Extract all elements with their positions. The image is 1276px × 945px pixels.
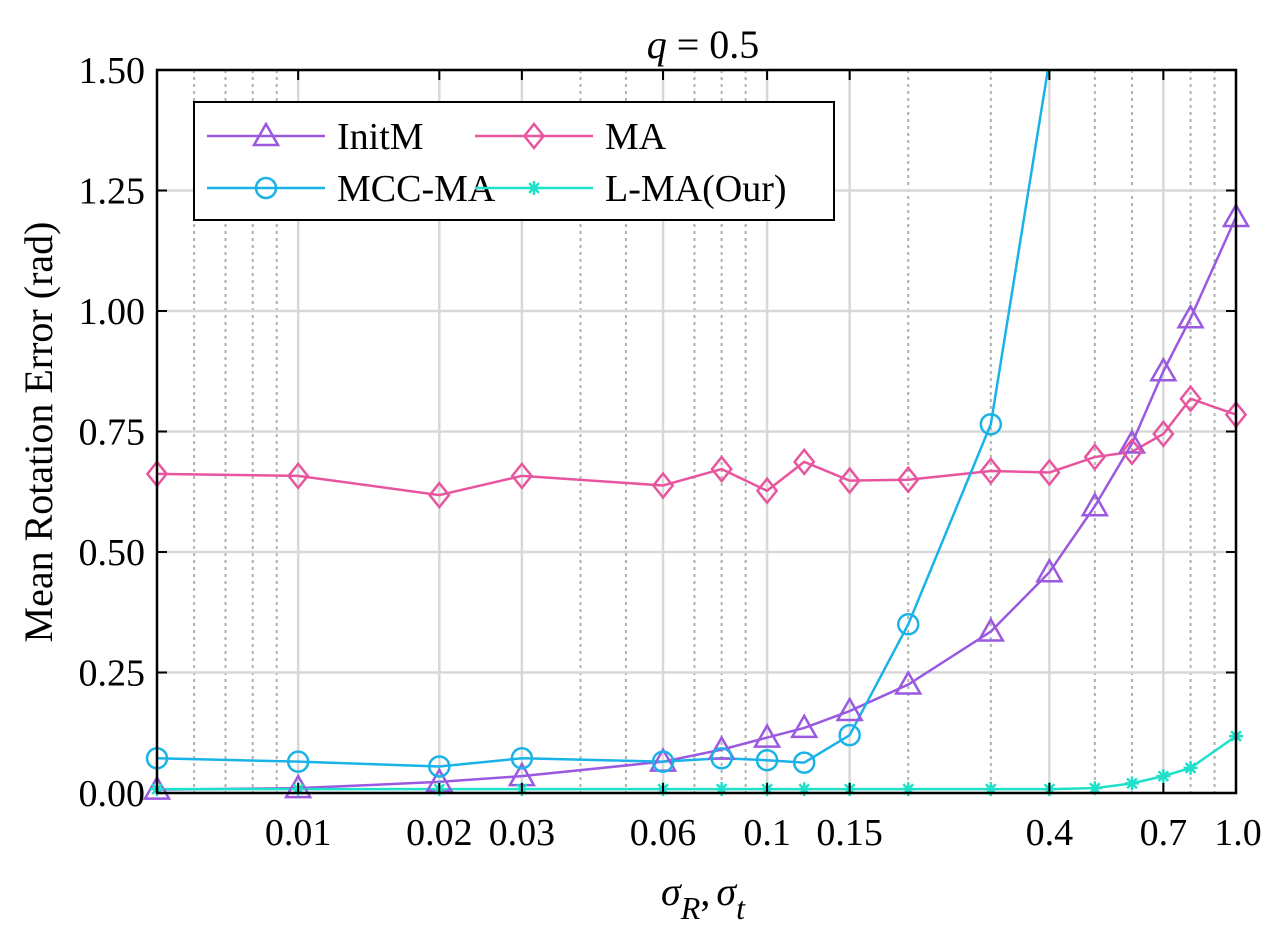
y-tick-label: 1.50 xyxy=(79,50,146,92)
y-tick-label: 0.25 xyxy=(79,653,146,695)
series-line-initm xyxy=(157,216,1236,791)
data-point-mcc-ma xyxy=(755,748,779,772)
legend-item-l-ma-our: L-MA(Our) xyxy=(475,168,787,210)
data-point-initm xyxy=(1035,557,1064,583)
data-point-initm xyxy=(707,735,736,760)
data-point-initm xyxy=(752,723,782,748)
data-point-mcc-ma xyxy=(510,747,534,770)
y-tick-label: 0.00 xyxy=(79,773,146,815)
legend-label-ma: MA xyxy=(605,116,667,158)
data-point-mcc-ma xyxy=(710,747,733,770)
data-point-initm xyxy=(1149,356,1178,382)
data-point-ma xyxy=(286,461,310,490)
x-tick-label: 0.02 xyxy=(406,812,473,854)
data-point-mcc-ma xyxy=(286,750,310,773)
legend-label-mcc-ma: MCC-MA xyxy=(337,168,496,210)
data-point-initm xyxy=(1117,429,1147,454)
legend-item-mcc-ma: MCC-MA xyxy=(207,168,496,210)
x-axis-title-sigma-t: σ xyxy=(716,869,737,914)
x-tick-label: 0.4 xyxy=(1026,812,1074,854)
data-point-mcc-ma xyxy=(838,723,861,747)
x-axis-title-sub-r: R xyxy=(680,890,701,926)
data-point-ma xyxy=(755,476,779,505)
data-point-mcc-ma xyxy=(896,613,920,636)
data-point-ma xyxy=(1179,384,1202,413)
data-point-l-ma-our xyxy=(1183,760,1198,775)
marker-layer xyxy=(142,202,1251,800)
data-point-initm xyxy=(1080,491,1109,517)
x-tick-label: 0.06 xyxy=(630,812,697,854)
x-tick-label: 0.01 xyxy=(265,812,332,854)
data-point-mcc-ma xyxy=(428,755,451,778)
axis-ticks xyxy=(157,69,1237,794)
data-point-mcc-ma xyxy=(792,751,816,774)
data-point-initm xyxy=(284,773,313,799)
y-tick-label: 0.75 xyxy=(79,412,146,454)
y-tick-label: 1.00 xyxy=(79,291,146,333)
legend-item-ma: MA xyxy=(475,116,667,158)
y-tick-label: 0.50 xyxy=(79,532,146,574)
x-axis-title: σR, σt xyxy=(661,869,746,926)
series-line-ma xyxy=(157,397,1236,497)
data-point-initm xyxy=(976,617,1005,642)
data-point-mcc-ma xyxy=(979,413,1003,436)
data-point-ma xyxy=(510,461,534,490)
x-tick-label: 0.03 xyxy=(489,812,556,854)
data-point-ma xyxy=(793,447,816,476)
data-point-initm xyxy=(894,670,923,695)
data-point-mcc-ma xyxy=(651,750,675,773)
legend-marker-initm xyxy=(251,121,281,147)
chart-title-rest: = 0.5 xyxy=(667,22,760,67)
data-point-ma xyxy=(651,471,675,500)
legend-marker-l-ma-our xyxy=(527,181,541,195)
legend-label-l-ma-our: L-MA(Our) xyxy=(605,168,787,210)
data-point-ma xyxy=(897,465,920,494)
data-point-ma xyxy=(979,457,1003,486)
chart-title-variable: q xyxy=(647,22,667,67)
data-point-ma xyxy=(838,466,861,495)
data-point-ma xyxy=(1152,419,1175,448)
x-axis-title-sigma-r: σ xyxy=(661,869,682,914)
legend: InitM MA MCC-MA L-MA(Our) xyxy=(193,101,835,221)
y-axis-title: Mean Rotation Error (rad) xyxy=(16,222,61,643)
legend-label-initm: InitM xyxy=(337,116,424,158)
data-point-ma xyxy=(1083,443,1107,472)
legend-item-initm: InitM xyxy=(207,116,424,158)
data-point-ma xyxy=(1038,458,1061,487)
data-point-initm xyxy=(1176,303,1205,329)
legend-box xyxy=(193,101,835,221)
x-tick-label: 1.0 xyxy=(1214,812,1262,854)
data-point-ma xyxy=(428,481,451,510)
legend-marker-ma xyxy=(522,121,546,151)
chart-title: q = 0.5 xyxy=(647,22,760,67)
data-point-initm xyxy=(790,713,819,739)
x-tick-label: 0.15 xyxy=(816,812,883,854)
data-point-initm xyxy=(835,696,864,722)
x-axis-title-sub-t: t xyxy=(736,890,746,926)
data-point-l-ma-our xyxy=(1087,781,1102,796)
x-tick-label: 0.7 xyxy=(1140,812,1188,854)
y-tick-label: 1.25 xyxy=(79,171,146,213)
x-tick-label: 0.1 xyxy=(743,812,791,854)
data-point-ma xyxy=(710,455,733,484)
data-point-l-ma-our xyxy=(1156,769,1171,784)
tick-labels: 0.00 0.25 0.50 0.75 1.00 1.25 1.50 0.01 0.02 0.03… xyxy=(79,50,1262,854)
series-line-mcc-ma xyxy=(157,70,1050,768)
data-point-ma xyxy=(1120,437,1144,466)
legend-marker-mcc-ma xyxy=(254,176,278,200)
x-axis-title-comma: , xyxy=(700,869,710,914)
data-point-l-ma-our xyxy=(1124,776,1139,791)
